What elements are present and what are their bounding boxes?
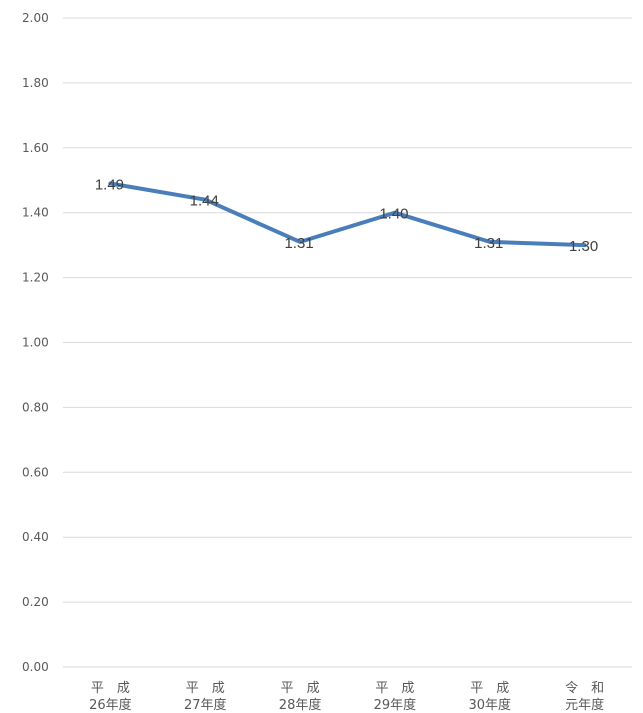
data-labels: 1.49 1.44 1.31 1.40 1.31 1.30 bbox=[95, 176, 598, 255]
gridlines bbox=[63, 17, 632, 668]
x-tick-label: 27年度 bbox=[184, 697, 227, 713]
y-tick-label: 0.20 bbox=[22, 595, 49, 609]
x-tick-label: 平 成 bbox=[281, 681, 320, 696]
y-tick-label: 1.40 bbox=[22, 206, 49, 220]
y-tick-label: 1.60 bbox=[22, 141, 49, 155]
data-label: 1.49 bbox=[95, 176, 124, 193]
x-tick-label: 平 成 bbox=[470, 681, 509, 696]
x-tick-label: 令 和 bbox=[565, 681, 604, 696]
x-tick-label: 元年度 bbox=[565, 697, 604, 713]
y-tick-label: 1.20 bbox=[22, 271, 49, 285]
data-label: 1.40 bbox=[379, 206, 408, 223]
y-tick-label: 1.00 bbox=[22, 336, 49, 350]
y-tick-label: 0.60 bbox=[22, 465, 49, 479]
x-tick-label: 平 成 bbox=[91, 681, 130, 696]
x-tick-label: 平 成 bbox=[375, 681, 414, 696]
y-axis-tick-labels: 0.00 0.20 0.40 0.60 0.80 1.00 1.20 1.40 1.60 1.80… bbox=[22, 11, 49, 674]
data-label: 1.31 bbox=[474, 235, 503, 252]
y-tick-label: 2.00 bbox=[22, 11, 49, 25]
series-line bbox=[108, 181, 587, 248]
x-tick-label: 28年度 bbox=[279, 697, 322, 713]
data-label: 1.44 bbox=[190, 193, 219, 210]
y-tick-label: 0.40 bbox=[22, 530, 49, 544]
data-label: 1.31 bbox=[284, 235, 313, 252]
y-tick-label: 0.00 bbox=[22, 660, 49, 674]
x-tick-label: 30年度 bbox=[468, 697, 511, 713]
series-line bbox=[108, 181, 587, 248]
y-tick-label: 0.80 bbox=[22, 400, 49, 414]
x-tick-label: 26年度 bbox=[89, 697, 132, 713]
x-tick-label: 平 成 bbox=[186, 681, 225, 696]
y-tick-label: 1.80 bbox=[22, 76, 49, 90]
data-label: 1.30 bbox=[569, 238, 598, 255]
x-tick-label: 29年度 bbox=[374, 697, 417, 713]
